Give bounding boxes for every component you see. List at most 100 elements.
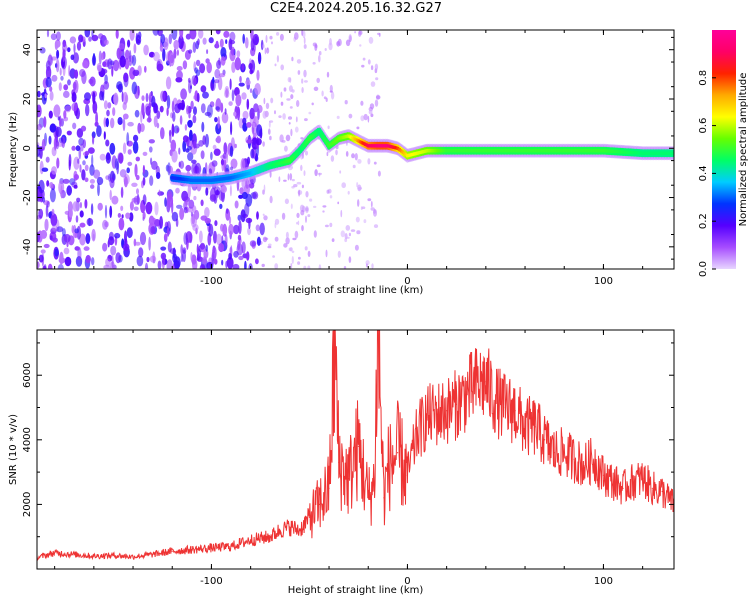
noise-blob [221, 185, 227, 193]
noise-blob [269, 35, 273, 40]
noise-blob [249, 107, 255, 120]
noise-blob [135, 156, 140, 162]
noise-blob [123, 174, 130, 185]
noise-blob [257, 52, 262, 65]
noise-blob [363, 219, 367, 224]
noise-blob [72, 201, 79, 212]
snr-point [485, 381, 487, 383]
noise-blob [232, 224, 240, 235]
snr-point [54, 552, 56, 554]
noise-blob [241, 92, 247, 100]
noise-blob [47, 263, 53, 269]
noise-blob [289, 173, 293, 181]
noise-blob [37, 144, 41, 157]
noise-blob [115, 30, 119, 39]
noise-blob [317, 172, 322, 175]
noise-blob [159, 216, 164, 229]
noise-blob [105, 153, 111, 164]
noise-blob [68, 208, 74, 218]
noise-blob [173, 48, 177, 59]
colorbar: 0.0 0.2 0.4 0.6 0.8 Normalized spectral ampl… [698, 30, 749, 277]
noise-blob [196, 92, 200, 103]
noise-blob [238, 220, 242, 235]
noise-blob [237, 234, 242, 241]
noise-blob [156, 110, 161, 119]
noise-blob [313, 86, 319, 92]
noise-blob [211, 246, 217, 260]
colorbar-tick-label: 0.2 [698, 213, 709, 229]
noise-blob [37, 123, 42, 131]
noise-blob [356, 230, 361, 235]
noise-blob [109, 189, 112, 201]
noise-blob [160, 252, 167, 260]
noise-blob [67, 47, 71, 53]
noise-blob [204, 133, 209, 148]
snr-point [397, 452, 399, 454]
noise-blob [58, 82, 62, 91]
noise-blob [255, 138, 262, 146]
noise-blob [262, 236, 268, 243]
snr-point [406, 474, 408, 476]
noise-blob [126, 132, 130, 146]
noise-blob [295, 126, 299, 133]
noise-blob [205, 244, 208, 252]
snr-point [593, 458, 595, 460]
noise-blob [326, 189, 330, 194]
snr-point [328, 487, 330, 489]
noise-blob [274, 110, 276, 115]
noise-blob [66, 241, 69, 248]
noise-blob [75, 145, 81, 152]
noise-blob [191, 162, 198, 176]
noise-blob [235, 94, 242, 107]
noise-blob [60, 185, 63, 199]
noise-blob [101, 68, 108, 74]
snr-point [504, 406, 506, 409]
noise-blob [294, 230, 299, 239]
noise-blob [248, 63, 253, 70]
noise-blob [121, 214, 124, 219]
noise-blob [218, 73, 226, 78]
noise-blob [223, 142, 228, 155]
noise-blob [303, 80, 308, 83]
noise-blob [186, 105, 190, 115]
snr-marks [37, 330, 674, 562]
noise-blob [190, 100, 194, 110]
noise-blob [192, 205, 197, 214]
noise-blob [193, 77, 197, 86]
noise-blob [148, 236, 151, 251]
noise-blob [142, 151, 148, 156]
noise-blob [193, 106, 197, 116]
noise-blob [157, 191, 165, 196]
noise-blob [187, 184, 191, 198]
spectrogram-y-axis-label: Frequency (Hz) [8, 112, 19, 188]
noise-blob [280, 101, 284, 106]
noise-blob [134, 109, 140, 118]
noise-blob [66, 130, 72, 136]
noise-blob [254, 83, 261, 96]
spectrogram-y-tick-label: 0 [22, 145, 33, 151]
noise-blob [347, 190, 350, 195]
noise-blob [291, 56, 294, 62]
noise-blob [329, 84, 333, 93]
noise-blob [201, 121, 205, 133]
noise-blob [262, 110, 267, 119]
noise-blob [131, 182, 138, 187]
noise-blob [179, 115, 183, 125]
noise-blob [56, 49, 60, 59]
noise-blob [206, 61, 212, 74]
noise-blob [182, 60, 188, 70]
noise-blob [250, 30, 254, 40]
noise-blob [307, 250, 311, 257]
noise-blob [160, 90, 166, 102]
noise-blob [228, 216, 232, 225]
noise-blob [200, 150, 205, 160]
noise-blob [79, 210, 84, 218]
noise-blob [329, 222, 333, 228]
noise-blob [133, 195, 141, 205]
snr-point [279, 529, 281, 531]
noise-blob [91, 54, 97, 66]
noise-blob [160, 246, 167, 251]
noise-blob [360, 115, 365, 122]
noise-blob [276, 32, 280, 36]
noise-blob [224, 108, 227, 115]
